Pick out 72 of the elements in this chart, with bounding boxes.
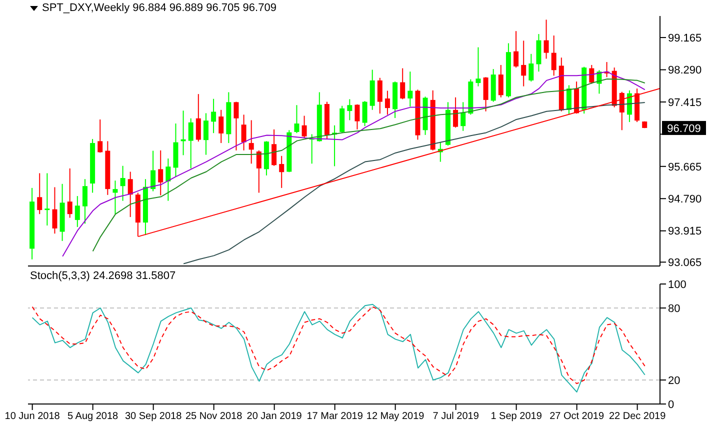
x-tick-label: 12 May 2019 <box>366 411 425 422</box>
x-tick-label: 25 Nov 2018 <box>185 411 243 422</box>
candlestick <box>241 114 246 151</box>
candlestick <box>248 120 254 164</box>
candlestick <box>128 171 133 218</box>
x-tick-label: 7 Jul 2019 <box>432 411 480 422</box>
candlestick <box>302 115 307 138</box>
candlestick <box>377 77 382 114</box>
candlestick <box>453 96 458 128</box>
chart-title: SPT_DXY,Weekly 96.884 96.889 96.705 96.709 <box>42 2 276 14</box>
y-tick-label: 97.415 <box>668 96 702 109</box>
candlestick <box>294 104 300 134</box>
x-tick-label: 10 Jun 2018 <box>4 411 60 422</box>
y-tick-label: 100 <box>668 278 686 291</box>
candlestick <box>460 102 466 132</box>
y-tick-label: 80 <box>668 302 680 315</box>
candlestick <box>536 34 542 72</box>
candlestick <box>98 118 103 154</box>
candlestick <box>37 172 42 215</box>
candlestick <box>514 30 519 68</box>
candlestick <box>551 35 556 76</box>
candlestick <box>279 155 284 188</box>
candlestick <box>408 71 413 108</box>
chart-title: Stoch(5,3,3) 24.2698 31.5807 <box>30 270 176 282</box>
x-tick-label: 20 Jan 2019 <box>246 411 302 422</box>
candlestick <box>362 100 368 127</box>
y-tick-label: 93.065 <box>668 257 702 270</box>
candlestick <box>67 168 72 218</box>
candlestick <box>256 150 262 194</box>
candlestick <box>544 19 549 60</box>
x-tick-label: 17 Mar 2019 <box>306 411 364 422</box>
candlestick <box>150 150 156 192</box>
candlestick <box>528 53 534 82</box>
y-tick-label: 93.915 <box>668 226 702 238</box>
candlestick <box>272 128 277 166</box>
candlestick <box>158 150 164 196</box>
candlestick <box>521 40 526 87</box>
candlestick <box>476 46 481 87</box>
x-tick-label: 27 Oct 2019 <box>550 411 604 422</box>
candlestick <box>483 76 488 112</box>
y-tick-label: 98.290 <box>668 64 702 77</box>
x-tick-label: 22 Dec 2019 <box>608 411 666 422</box>
candlestick <box>188 118 194 169</box>
candlestick <box>112 180 118 215</box>
candlestick <box>166 158 171 202</box>
candlestick <box>196 94 201 142</box>
x-tick-label: 1 Sep 2019 <box>490 411 542 422</box>
candlestick <box>498 64 504 98</box>
candlestick <box>566 84 572 116</box>
candlestick <box>347 98 352 121</box>
candlestick <box>44 172 50 226</box>
y-tick-label: 0 <box>668 398 674 411</box>
candlestick <box>120 165 126 202</box>
candlestick <box>354 104 360 130</box>
candlestick <box>203 112 208 156</box>
x-tick-label: 5 Aug 2018 <box>68 411 119 422</box>
y-tick-label: 99.165 <box>668 32 702 44</box>
candlestick <box>218 109 224 144</box>
candlestick <box>400 68 406 100</box>
candlestick <box>384 90 390 116</box>
candlestick <box>52 186 58 234</box>
candlestick <box>74 196 80 228</box>
y-tick-label: 20 <box>668 374 680 387</box>
annotation: 96.709 <box>667 122 701 135</box>
candlestick <box>211 98 216 134</box>
x-tick-label: 30 Sep 2018 <box>124 411 182 422</box>
candlestick <box>234 101 239 151</box>
y-tick-label: 94.790 <box>668 194 702 206</box>
y-tick-label: 95.665 <box>668 161 702 174</box>
candlestick <box>340 105 345 134</box>
candlestick <box>589 64 594 84</box>
candlestick <box>82 178 88 224</box>
